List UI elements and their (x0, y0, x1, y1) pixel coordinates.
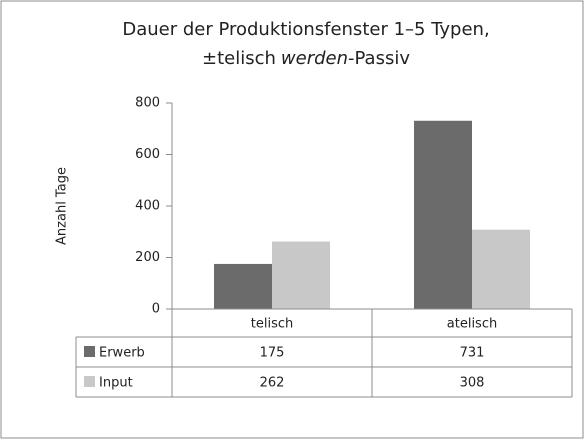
bar (272, 241, 330, 309)
bar (472, 229, 530, 309)
title-run: ±telisch (202, 48, 276, 69)
table-value: 308 (460, 376, 485, 391)
title-run: -Passiv (348, 48, 410, 69)
x-tick-label: atelisch (447, 317, 497, 332)
y-tick-label: 600 (135, 147, 160, 162)
y-tick-label: 200 (135, 250, 160, 265)
bar (414, 120, 472, 309)
x-tick-label: telisch (251, 317, 293, 332)
title-run: werden (281, 48, 348, 69)
legend-key (84, 376, 95, 387)
legend-key (84, 346, 95, 357)
y-tick-label: 800 (135, 96, 160, 111)
table-value: 262 (260, 376, 285, 391)
table-value: 731 (460, 346, 485, 361)
bar (214, 263, 272, 309)
chart-title: ±telisch werden-Passiv (202, 48, 410, 69)
chart-title: Dauer der Produktionsfenster 1–5 Typen, (122, 19, 489, 40)
y-axis-label: Anzahl Tage (55, 167, 70, 245)
legend-label: Erwerb (99, 346, 145, 361)
y-tick-label: 400 (135, 199, 160, 214)
legend-label: Input (99, 376, 133, 391)
y-tick-label: 0 (152, 302, 160, 317)
table-value: 175 (260, 346, 285, 361)
